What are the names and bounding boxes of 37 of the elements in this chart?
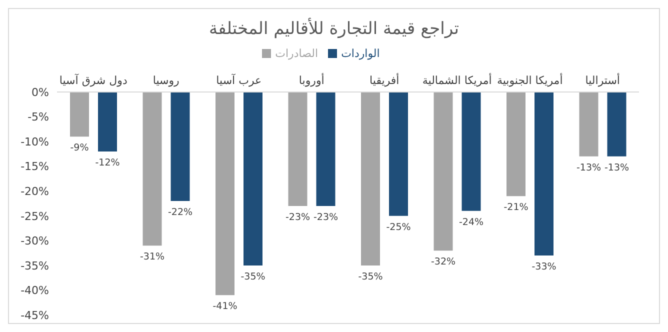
x-tick-label: أستراليا [585, 73, 620, 87]
data-label: -24% [458, 216, 484, 228]
data-label: -35% [358, 271, 383, 282]
data-label: -35% [240, 271, 266, 282]
data-label: -31% [140, 252, 165, 263]
data-label: -9% [70, 142, 89, 154]
y-tick-label: -30% [20, 234, 49, 248]
y-tick-label: -40% [20, 284, 49, 298]
y-tick-label: -20% [20, 185, 49, 198]
x-tick-label: أمريكا الجنوبية [496, 73, 563, 87]
x-tick-label: أفريقيا [370, 73, 400, 87]
x-tick-label: دول شرق آسيا [59, 73, 128, 87]
data-label: -12% [95, 157, 120, 168]
legend-label: الواردات [341, 47, 380, 60]
data-label: -22% [168, 207, 193, 218]
data-label: -21% [504, 202, 528, 214]
x-tick-label: روسيا [152, 74, 180, 87]
data-label: -23% [313, 212, 338, 223]
y-tick-label: -15% [20, 160, 49, 174]
y-tick-label: -25% [20, 210, 49, 223]
data-label: -13% [604, 162, 630, 174]
data-label: -33% [532, 262, 556, 273]
y-tick-label: -10% [20, 135, 49, 148]
y-tick-label: -5% [28, 110, 49, 124]
chart-title: تراجع قيمة التجارة للأقاليم المختلفة [208, 19, 460, 41]
y-tick-label: -45% [20, 308, 49, 322]
x-tick-label: أوروبا [298, 73, 324, 87]
data-label: -32% [430, 256, 456, 268]
y-tick-label: -35% [20, 259, 49, 272]
y-tick-label: 0% [32, 86, 49, 99]
x-tick-label: عرب آسيا [216, 73, 262, 87]
data-label: -25% [386, 222, 411, 233]
data-label: -41% [212, 301, 238, 312]
legend-label: الصادرات [275, 47, 318, 60]
data-label: -13% [576, 162, 602, 174]
x-tick-label: أمريكا الشمالية [422, 73, 492, 87]
data-label: -23% [285, 212, 310, 223]
